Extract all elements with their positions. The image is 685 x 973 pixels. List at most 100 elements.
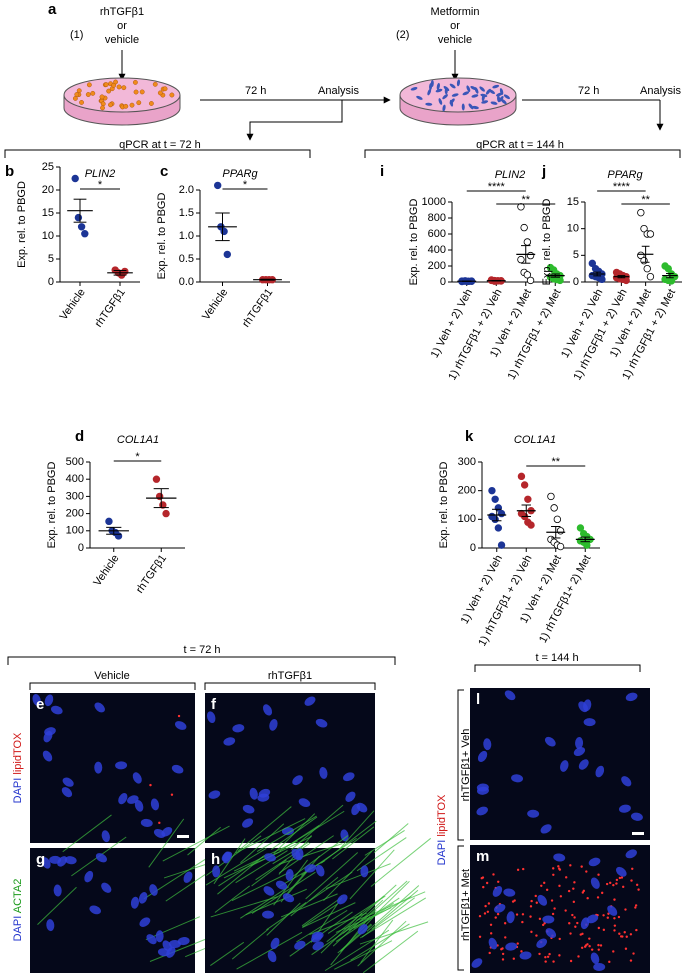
significance-label: * <box>135 451 140 463</box>
lipid <box>484 904 487 908</box>
nucleus <box>527 809 540 818</box>
lipid <box>612 950 615 953</box>
fiber <box>323 850 373 901</box>
data-point <box>152 475 161 483</box>
scale-bar <box>177 835 189 838</box>
lipid <box>581 891 585 894</box>
data-point <box>223 250 231 259</box>
fiber <box>364 829 405 856</box>
nucleus <box>588 857 601 867</box>
lipid <box>622 885 625 889</box>
stain: ACTA2 <box>12 879 24 914</box>
fiber <box>339 810 375 850</box>
fiber <box>334 940 393 970</box>
panel-letter: a <box>48 1 57 18</box>
nucleus <box>621 776 632 787</box>
lipid <box>557 865 560 868</box>
y-axis-label: Exp. rel. to PBGD <box>541 199 553 286</box>
lipid <box>550 899 554 902</box>
nucleus <box>357 924 368 935</box>
nucleus <box>315 864 325 877</box>
nucleus <box>222 851 231 864</box>
fiber <box>214 885 251 913</box>
lipid <box>634 906 637 909</box>
lipid <box>546 955 550 958</box>
data-point <box>71 174 79 183</box>
lipid <box>567 889 571 893</box>
lipid <box>503 922 507 925</box>
nucleus <box>544 736 556 747</box>
nucleus <box>282 893 295 903</box>
nucleus <box>583 699 592 712</box>
nucleus <box>183 871 193 883</box>
cell <box>79 100 84 105</box>
lipid <box>624 947 628 950</box>
nucleus <box>625 849 637 859</box>
panel-letter: f <box>211 696 217 713</box>
nucleus <box>540 824 552 834</box>
nucleus <box>115 761 128 770</box>
fiber <box>205 847 267 886</box>
y-tick-label: 1.0 <box>179 230 194 242</box>
step-label: (1) <box>70 29 83 41</box>
fiber <box>149 935 215 962</box>
cell <box>498 96 504 102</box>
cell <box>116 84 122 90</box>
y-tick-label: 15 <box>567 196 579 208</box>
lipid <box>530 899 533 903</box>
y-tick-label: 100 <box>66 525 84 537</box>
lipid <box>609 881 612 885</box>
lipid <box>520 950 523 953</box>
cell <box>85 92 91 97</box>
cell <box>86 82 92 88</box>
cell <box>100 101 106 107</box>
fiber <box>236 931 303 970</box>
y-tick-label: 10 <box>567 223 579 235</box>
stain: DAPI <box>436 840 448 866</box>
lipid <box>629 959 633 962</box>
cell <box>468 103 474 110</box>
nucleus <box>94 702 105 713</box>
x-tick-label: rhTGFβ1 <box>93 287 128 330</box>
treatment: vehicle <box>438 34 472 46</box>
cell <box>152 81 158 87</box>
nucleus <box>630 812 643 821</box>
lipid <box>543 881 546 885</box>
lipid <box>478 914 482 918</box>
x-tick-label: rhTGFβ1 <box>134 553 169 596</box>
lipid <box>597 926 601 930</box>
micrograph: f <box>205 693 375 843</box>
cell <box>451 93 459 97</box>
nucleus <box>42 750 53 762</box>
panel-letter: c <box>160 163 168 180</box>
fiber <box>235 818 306 854</box>
nucleus <box>101 830 110 843</box>
lipid <box>564 909 567 912</box>
fiber <box>357 920 407 967</box>
nucleus <box>95 853 107 863</box>
nucleus <box>625 692 638 702</box>
data-point <box>517 472 526 481</box>
cell <box>169 92 175 98</box>
nucleus <box>101 882 112 893</box>
fiber <box>278 843 343 865</box>
lipid <box>599 944 603 947</box>
nucleus <box>138 892 148 904</box>
nucleus <box>304 696 316 706</box>
lipid <box>553 907 556 910</box>
nucleus <box>294 940 306 950</box>
bracket <box>474 664 641 672</box>
lipid <box>512 957 516 960</box>
lipid <box>576 921 579 925</box>
cell <box>427 88 432 96</box>
data-point <box>74 213 83 222</box>
cell <box>466 85 471 92</box>
lipid <box>480 877 483 880</box>
fiber <box>350 923 410 961</box>
lipid <box>552 960 555 963</box>
chart-title: PLIN2 <box>85 168 116 180</box>
nucleus <box>44 694 54 707</box>
nucleus <box>257 793 270 802</box>
fiber <box>145 916 201 941</box>
chart-title: PPARg <box>607 169 643 181</box>
